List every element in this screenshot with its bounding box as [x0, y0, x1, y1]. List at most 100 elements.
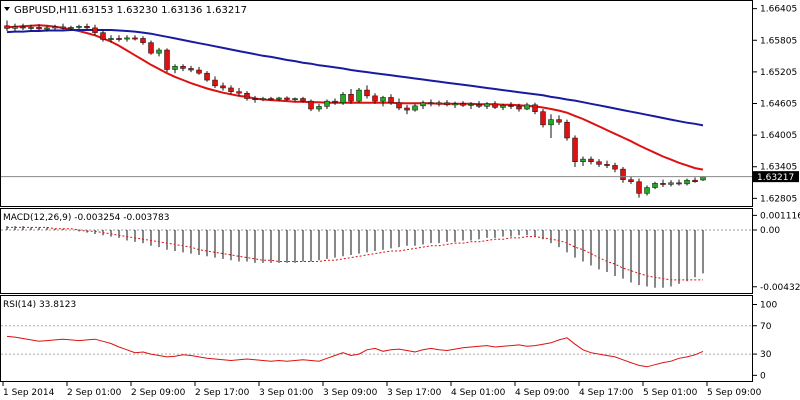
candle — [52, 24, 58, 30]
candle — [324, 99, 330, 110]
time-tick-label: 3 Sep 17:00 — [387, 388, 442, 398]
moving-average-line — [6, 24, 704, 171]
candle — [556, 115, 562, 125]
macd-tick-label: 0.00 — [760, 226, 780, 236]
candle-body — [308, 100, 314, 110]
symbol-title: GBPUSD,H1 — [14, 5, 73, 16]
rsi-title: RSI(14) 33.8123 — [3, 300, 76, 310]
candle — [644, 185, 650, 196]
candle-body — [36, 27, 42, 30]
candle-body — [412, 105, 418, 111]
candle-body — [20, 26, 26, 29]
candle-body — [116, 38, 122, 40]
candle — [4, 20, 10, 32]
candle — [236, 87, 242, 96]
candle — [540, 109, 546, 128]
candle-body — [612, 165, 618, 170]
candle — [196, 66, 202, 75]
candle — [580, 156, 586, 166]
candle — [572, 135, 578, 168]
candle-body — [452, 103, 458, 106]
candle — [348, 89, 354, 104]
candle — [212, 76, 218, 88]
candle — [276, 96, 282, 102]
macd-signal-line — [7, 226, 703, 281]
rsi-tick-label: 100 — [760, 301, 777, 311]
candle — [332, 98, 338, 105]
candle-body — [660, 183, 666, 185]
candle — [588, 156, 594, 165]
candle — [156, 47, 162, 57]
candle — [508, 102, 514, 110]
candle-body — [292, 98, 298, 100]
candle — [516, 103, 522, 112]
candle-body — [60, 26, 66, 29]
candle-body — [324, 100, 330, 107]
candle — [628, 176, 634, 184]
candle-body — [444, 102, 450, 106]
candle — [12, 23, 18, 32]
candle-body — [372, 95, 378, 102]
candle-body — [188, 68, 194, 71]
candle — [684, 178, 690, 186]
candle-body — [580, 158, 586, 162]
candle-body — [644, 187, 650, 194]
price-tick-label: 1.62805 — [760, 194, 797, 204]
candle — [172, 64, 178, 74]
candle-body — [532, 104, 538, 112]
candle-body — [508, 105, 514, 107]
candle-body — [476, 104, 482, 107]
candle-body — [364, 89, 370, 97]
candle-body — [140, 38, 146, 43]
macd-tick-label: -0.004325 — [760, 283, 800, 293]
rsi-tick-label: 30 — [760, 350, 772, 360]
price-tick-label: 1.66405 — [760, 5, 797, 15]
candle-body — [500, 105, 506, 108]
candle-body — [148, 42, 154, 54]
current-price-box — [753, 171, 799, 183]
candle-body — [484, 103, 490, 107]
candle-body — [204, 72, 210, 81]
candle — [228, 85, 234, 95]
candle — [244, 91, 250, 101]
candle-body — [228, 87, 234, 92]
candle-body — [28, 27, 34, 29]
candle — [268, 96, 274, 101]
candle — [476, 101, 482, 108]
candle — [44, 25, 50, 32]
candle — [532, 102, 538, 115]
candle — [140, 36, 146, 45]
candle-body — [244, 92, 250, 99]
candle-body — [196, 69, 202, 74]
candle — [652, 181, 658, 190]
candle — [252, 95, 258, 103]
candle — [300, 96, 306, 103]
candle-body — [428, 102, 434, 105]
candle-body — [396, 102, 402, 109]
candle-body — [300, 98, 306, 102]
candle — [116, 35, 122, 42]
candle-body — [524, 104, 530, 110]
candle-body — [68, 27, 74, 29]
macd-title: MACD(12,26,9) -0.003254 -0.003783 — [3, 213, 169, 223]
rsi-line — [6, 335, 704, 368]
candle-body — [572, 137, 578, 162]
candle-body — [540, 111, 546, 126]
candle-body — [652, 183, 658, 188]
candle-body — [596, 161, 602, 165]
moving-averages — [6, 24, 704, 171]
candle-body — [420, 102, 426, 107]
symbol-dropdown-icon[interactable] — [4, 7, 10, 11]
candle — [396, 98, 402, 111]
candle-body — [4, 25, 10, 29]
candle — [436, 100, 442, 107]
candle — [452, 101, 458, 108]
price-axis: 1.66405 1.65805 1.65205 1.64605 1.64005 1.634… — [752, 5, 797, 204]
candle-body — [76, 26, 82, 28]
candle — [60, 23, 66, 30]
candle-body — [404, 107, 410, 111]
candle-body — [180, 66, 186, 69]
time-tick-label: 3 Sep 01:00 — [259, 388, 314, 398]
candle — [220, 82, 226, 91]
